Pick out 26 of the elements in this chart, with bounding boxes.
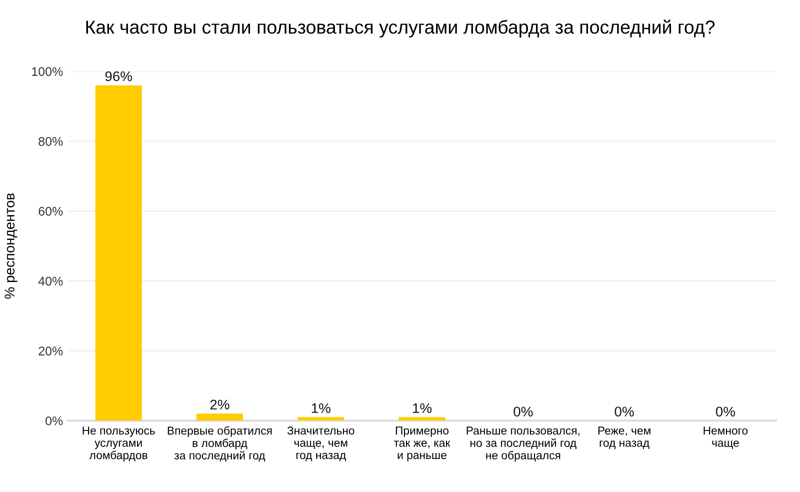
y-tick-label: 80%: [38, 137, 63, 146]
x-tick-label: Примерно так же, как и раньше: [394, 426, 450, 462]
data-label: 1%: [312, 403, 330, 413]
y-tick-label: 100%: [32, 67, 63, 76]
data-label: 0%: [614, 406, 634, 417]
y-tick-label: 60%: [38, 206, 63, 216]
y-tick-label: 40%: [38, 276, 63, 286]
x-tick-label: Значительно чаще, чем год назад: [287, 426, 354, 462]
bar: [298, 417, 344, 421]
y-tick-label: 0%: [46, 416, 63, 426]
bar: [196, 414, 243, 421]
y-tick-label: 20%: [38, 346, 63, 356]
data-label: 1%: [413, 403, 432, 413]
data-label: 96%: [105, 71, 132, 82]
x-tick-label: Впервые обратился в ломбард за последний год: [168, 426, 272, 462]
data-label: 0%: [514, 406, 533, 417]
data-label: 0%: [716, 406, 735, 417]
x-tick-label: Реже, чем год назад: [598, 426, 650, 450]
data-label: 2%: [210, 400, 230, 410]
x-tick-label: Не пользуюсь услугами ломбардов: [82, 426, 155, 462]
chart-title: Как часто вы стали пользоваться услугами ломбарда за последний год?: [86, 20, 715, 38]
bar: [398, 417, 446, 421]
y-axis-title: % респондентов: [4, 193, 18, 299]
x-tick-label: Раньше пользовался, но за последний год не обращался: [466, 426, 580, 462]
x-tick-label: Немного чаще: [704, 426, 748, 450]
bar: [95, 85, 142, 421]
